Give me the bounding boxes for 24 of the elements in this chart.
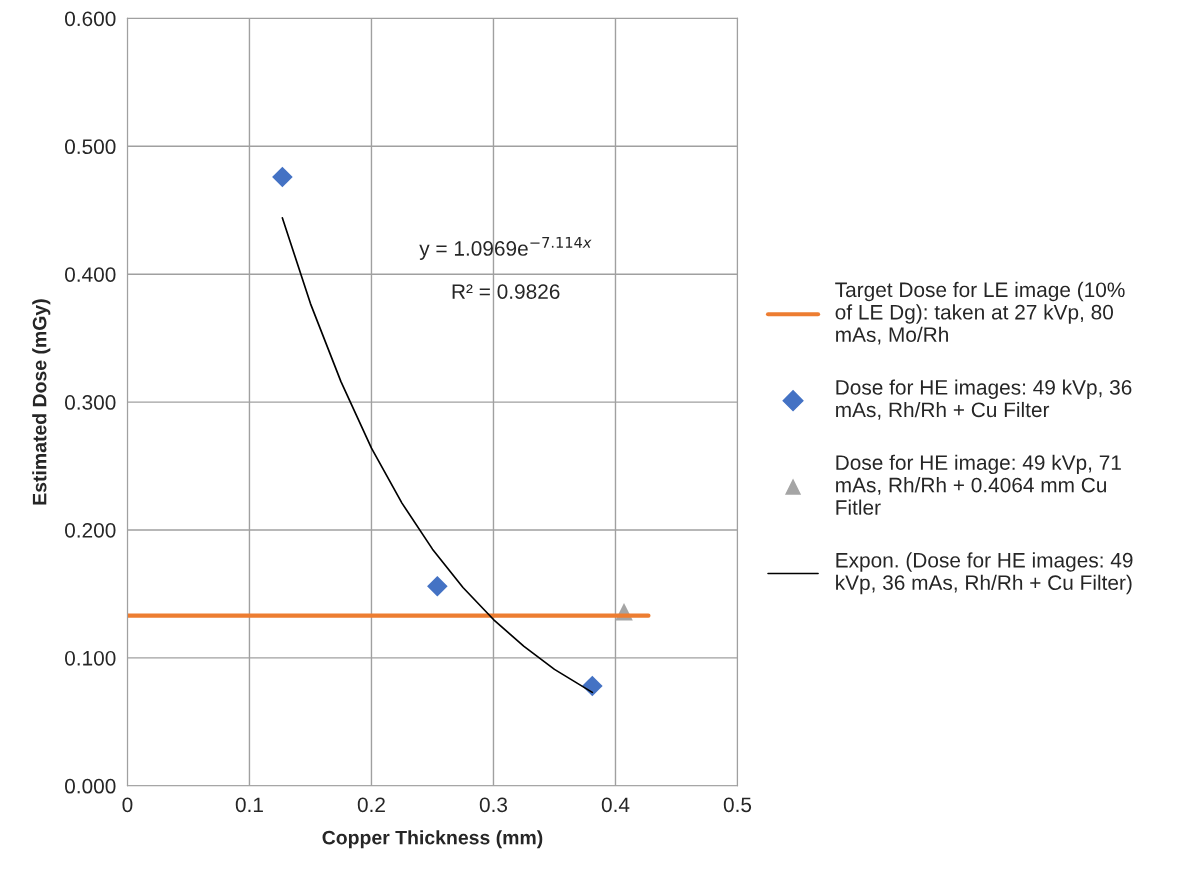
y-tick-label: 0.200 [65, 522, 116, 538]
legend-label: Expon. (Dose for HE images: 49 kVp, 36 mAs, Rh/Rh + Cu Filter) [836, 552, 1133, 595]
y-tick-label: 0.300 [65, 395, 116, 410]
y-axis-title: Estimated Dose (mGy) [32, 299, 51, 505]
point [427, 575, 448, 597]
y-tick-label: 0.600 [65, 11, 116, 27]
y-tick-label: 0.000 [65, 778, 116, 794]
x-tick-label: 0.3 [479, 797, 508, 813]
y-tick-label: 0.100 [65, 650, 116, 666]
x-tick-label: 0 [122, 797, 133, 813]
legend-label: Target Dose for LE image (10% of LE Dg): taken at 27 kVp, 80 mAs, Mo/Rh [835, 281, 1125, 345]
annotation: R² = 0.9826 [452, 284, 560, 299]
point [272, 166, 293, 188]
legend-label: Dose for HE image: 49 kVp, 71 mAs, Rh/Rh + 0.4064 mm Cu Fitler [836, 454, 1121, 515]
x-axis-title: Copper Thickness (mm) [322, 830, 543, 849]
y-tick-label: 0.500 [65, 139, 116, 155]
x-tick-label: 0.1 [235, 797, 263, 813]
x-tick-label: 0.5 [723, 797, 752, 813]
y-tick-label: 0.400 [65, 267, 116, 282]
x-tick-label: 0.2 [357, 797, 385, 813]
legend-label: Dose for HE images: 49 kVp, 36 mAs, Rh/Rh + Cu Filter [836, 379, 1132, 420]
point [582, 675, 603, 697]
x-tick-label: 0.4 [601, 797, 630, 813]
annotation: y = 1.0969e$^{−7.114x}$ [419, 237, 592, 260]
